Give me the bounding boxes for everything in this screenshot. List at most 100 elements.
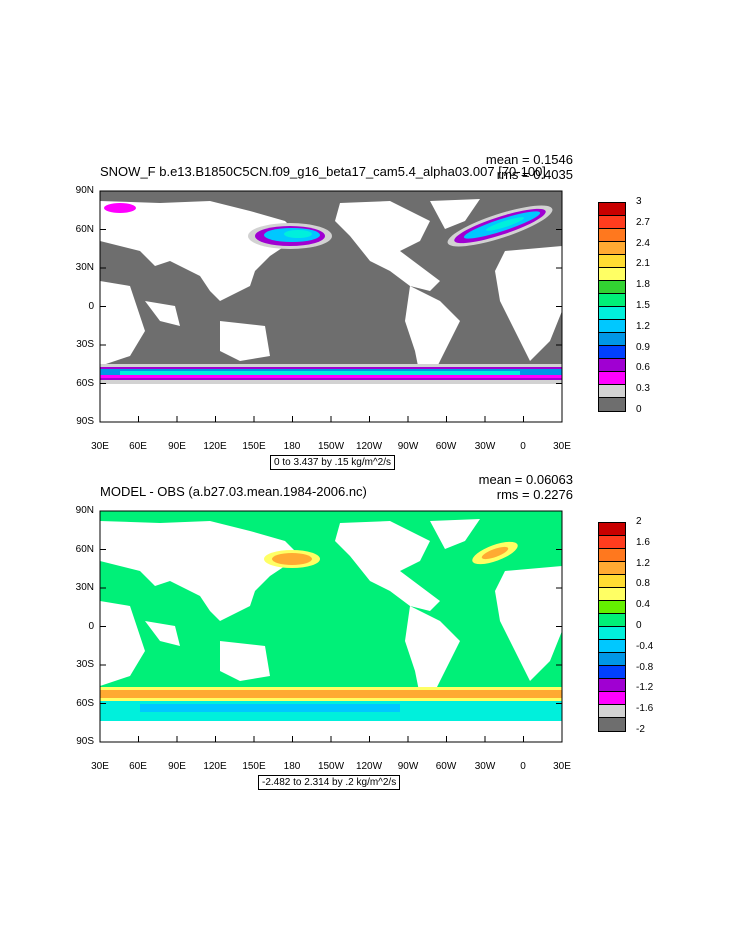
colorbar-label: 0.9 [636,341,650,353]
lon-label: 120E [203,441,227,452]
colorbar-box [599,549,625,562]
colorbar-label: 0.4 [636,599,650,611]
bottom-mean-value: mean = 0.06063 [478,472,573,487]
colorbar-label: 2.4 [636,237,650,249]
colorbar-label: 1.2 [636,557,650,569]
colorbar-label: 2 [636,516,642,527]
colorbar-label: 1.6 [636,536,650,548]
colorbar-box [599,372,625,385]
colorbar-box [599,242,625,255]
colorbar-box [599,523,625,536]
colorbar-label: -0.4 [636,640,654,652]
lat-label: 90S [76,416,94,427]
south-america-landmass [405,286,460,381]
lat-label: 30N [75,582,94,593]
australia-landmass [220,321,270,361]
lat-label: 60S [76,378,94,389]
colorbar-box [599,640,625,653]
top-colorbar [598,202,626,412]
lat-label: 0 [88,621,94,632]
lat-label: 90N [75,185,94,196]
lat-label: 30S [76,659,94,670]
north-america-landmass [335,201,440,291]
top-map-plot [99,190,563,423]
colorbar-box [599,536,625,549]
bottom-map-panel: MODEL - OBS (a.b27.03.mean.1984-2006.nc)… [0,470,733,800]
colorbar-label: 3 [636,196,642,207]
colorbar-box [599,627,625,640]
lon-label: 180 [283,441,301,452]
colorbar-box [599,385,625,398]
lon-label: 90E [168,761,186,772]
lon-label: 60E [129,761,147,772]
lon-label: 60W [435,761,457,772]
top-contour-info: 0 to 3.437 by .15 kg/m^2/s [270,455,395,470]
colorbar-label: -2 [636,724,645,735]
colorbar-label: 0.8 [636,578,650,590]
colorbar-box [599,679,625,692]
colorbar-box [599,281,625,294]
colorbar-label: 2.7 [636,216,650,228]
bottom-lat-ticks [100,549,562,704]
top-mean-value: mean = 0.1546 [485,152,573,167]
colorbar-box [599,575,625,588]
colorbar-label: 1.8 [636,279,650,291]
lon-label: 30E [91,761,109,772]
top-southern-band [100,364,562,384]
colorbar-box [599,692,625,705]
colorbar-label: 0.3 [636,383,650,395]
colorbar-label: -0.8 [636,661,654,673]
antarctica-landmass [100,376,562,422]
lat-label: 60N [75,224,94,235]
top-lon-ticks [99,416,524,422]
colorbar-box [599,705,625,718]
colorbar-box [599,653,625,666]
colorbar-label: 0.6 [636,362,650,374]
colorbar-box [599,666,625,679]
top-continents [100,199,562,422]
lon-label: 30E [91,441,109,452]
arabia-india-landmass [145,301,180,326]
colorbar-box [599,346,625,359]
lat-label: 30N [75,262,94,273]
lon-label: 90W [397,441,419,452]
lon-label: 30W [474,761,496,772]
lon-label: 0 [520,441,526,452]
colorbar-label: 1.2 [636,320,650,332]
bottom-southern-band [100,687,562,721]
colorbar-box [599,255,625,268]
top-northern-tracks [104,203,553,249]
colorbar-box [599,398,625,411]
colorbar-box [599,601,625,614]
lon-label: 180 [283,761,301,772]
colorbar-box [599,614,625,627]
lon-label: 90E [168,441,186,452]
lon-label: 60E [129,441,147,452]
lon-label: 30E [553,761,571,772]
colorbar-label: 0 [636,404,642,415]
bottom-map-plot [99,510,563,743]
lon-label: 0 [520,761,526,772]
africa-europe-landmass [495,246,562,361]
lon-label: 150E [242,761,266,772]
bottom-lon-ticks [138,736,524,742]
africa-west-landmass [100,281,145,366]
top-map-panel: SNOW_F b.e13.B1850C5CN.f09_g16_beta17_ca… [0,150,733,470]
lon-label: 60W [435,441,457,452]
lon-label: 120W [355,761,383,772]
lon-label: 120E [203,761,227,772]
colorbar-label: -1.2 [636,682,654,694]
colorbar-label: 0 [636,620,642,631]
lat-label: 0 [88,301,94,312]
colorbar-label: 2.1 [636,258,650,270]
eurasia-landmass [100,201,300,301]
bottom-rms-value: rms = 0.2276 [496,487,573,502]
colorbar-box [599,203,625,216]
colorbar-box [599,588,625,601]
colorbar-label: 1.5 [636,300,650,311]
colorbar-box [599,229,625,242]
lon-label: 90W [397,761,419,772]
lon-label: 120W [355,441,383,452]
bottom-northern-anomalies [264,541,518,568]
bottom-contour-info: -2.482 to 2.314 by .2 kg/m^2/s [258,775,401,790]
